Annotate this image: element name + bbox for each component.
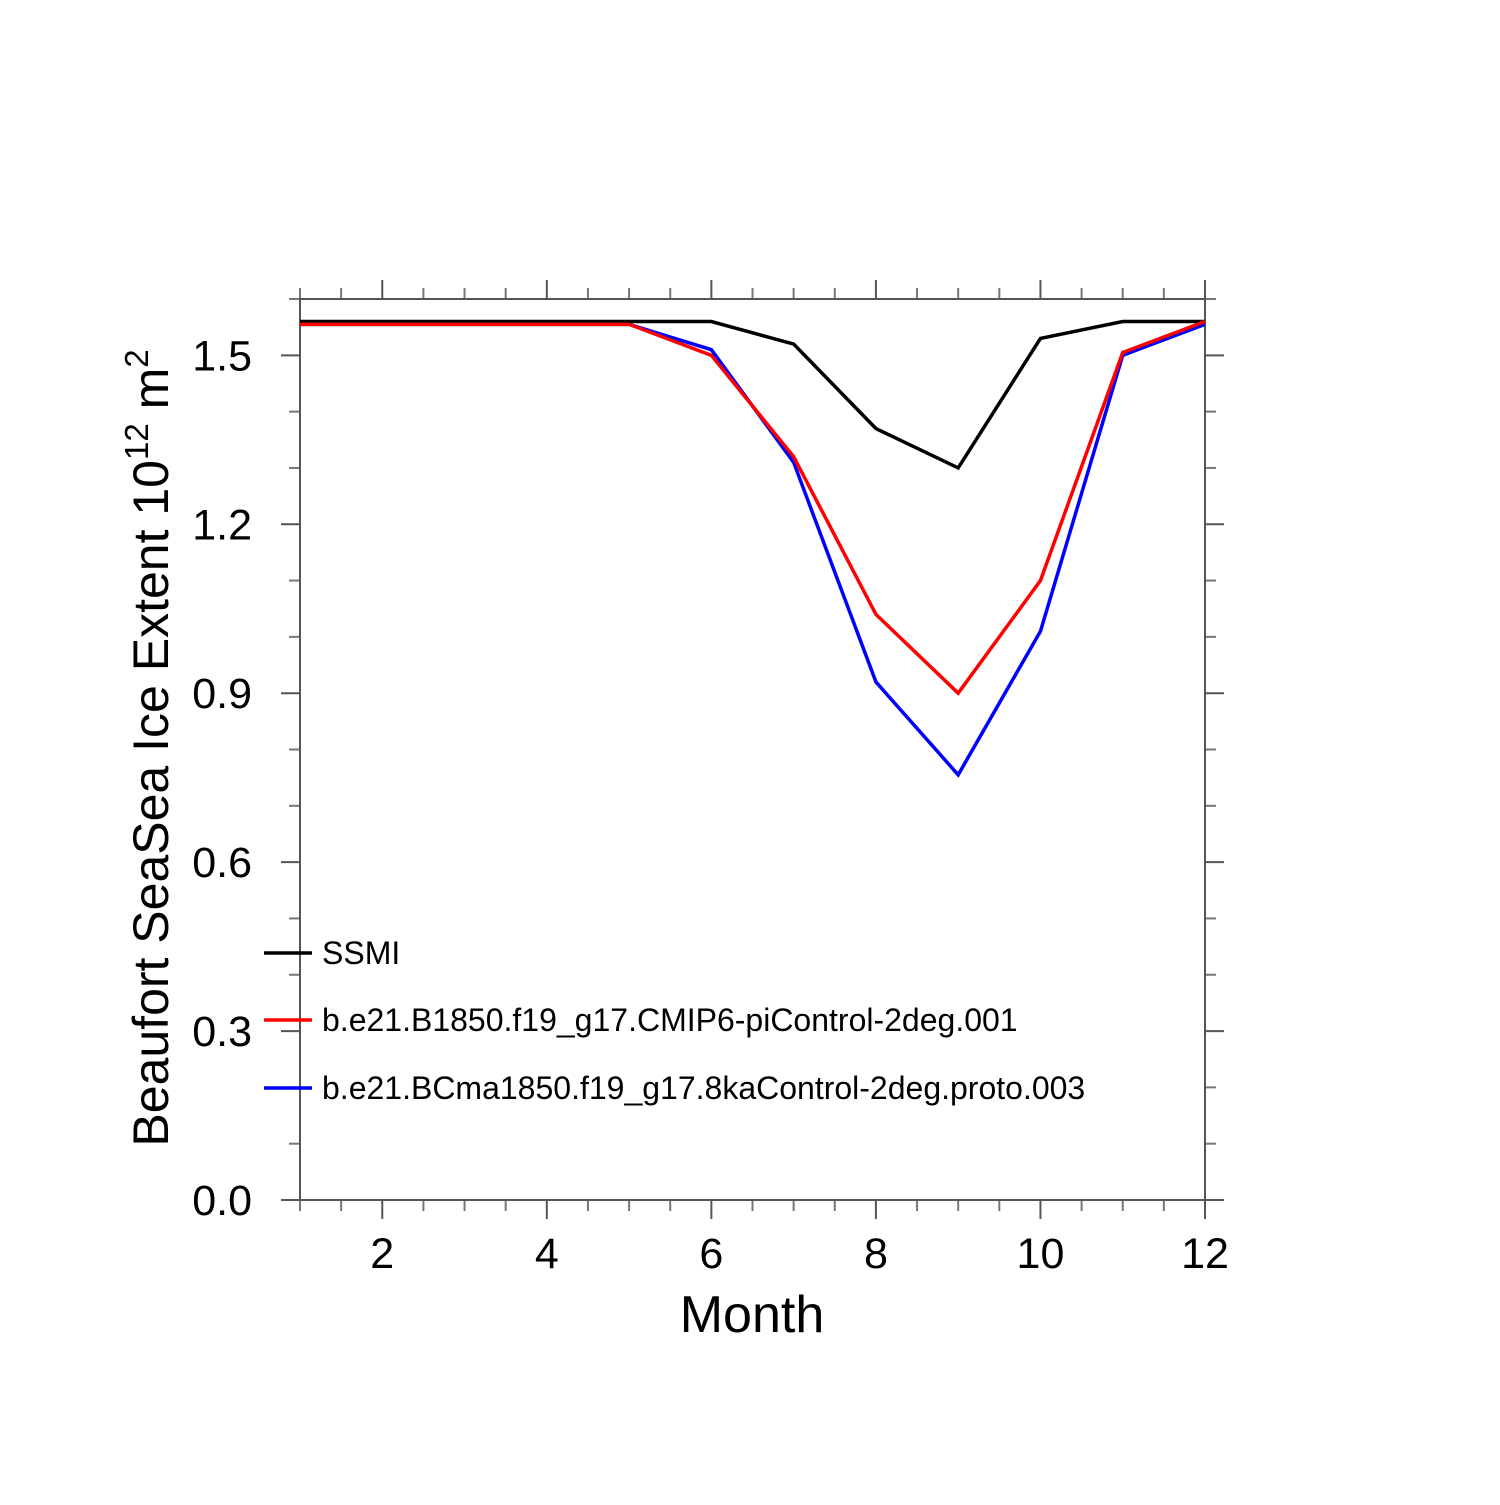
plot-border (299, 298, 1206, 1201)
legend-label-8kacontrol: b.e21.BCma1850.f19_g17.8kaControl-2deg.p… (322, 1070, 1085, 1106)
legend-label-ssmi: SSMI (322, 935, 400, 971)
y-tick-label: 0.3 (192, 1008, 252, 1056)
legend-item-8kacontrol: b.e21.BCma1850.f19_g17.8kaControl-2deg.p… (264, 1070, 1085, 1106)
x-tick-label: 12 (1181, 1230, 1229, 1278)
legend-label-picontrol: b.e21.B1850.f19_g17.CMIP6-piControl-2deg… (322, 1002, 1018, 1038)
y-tick-label: 0.6 (192, 839, 252, 887)
x-tick-label: 2 (370, 1230, 394, 1278)
series-line-ssmi (300, 319, 1205, 471)
y-axis-title-superscript: 2 (118, 349, 155, 367)
y-axis-title-superscript: 12 (118, 423, 155, 460)
y-axis-title: Beaufort SeaSea Ice Extent 1012 m2 (118, 349, 179, 1146)
y-axis-title-text: Beaufort SeaSea Ice Extent 10 (123, 460, 179, 1147)
x-tick-label: 10 (1017, 1230, 1065, 1278)
y-axis-title-text: m (123, 368, 179, 424)
x-tick-label: 6 (699, 1230, 723, 1278)
legend-item-picontrol: b.e21.B1850.f19_g17.CMIP6-piControl-2deg… (264, 1002, 1018, 1038)
x-tick-label: 4 (535, 1230, 559, 1278)
series-line-picontrol (300, 319, 1206, 696)
legend: SSMI b.e21.B1850.f19_g17.CMIP6-piControl… (264, 935, 1085, 1106)
axis-tick-labels: 2 4 6 8 10 12 0.0 0.3 0.6 0.9 1.2 1.5 (192, 332, 1229, 1278)
y-tick-label: 0.9 (192, 670, 252, 718)
axis-ticks (281, 280, 1224, 1219)
y-tick-label: 0.0 (192, 1177, 252, 1225)
series-lines (300, 319, 1206, 778)
legend-item-ssmi: SSMI (264, 935, 400, 971)
y-tick-label: 1.2 (192, 501, 252, 549)
x-tick-label: 8 (864, 1230, 888, 1278)
y-tick-label: 1.5 (192, 332, 252, 380)
x-axis-title: Month (680, 1286, 825, 1344)
